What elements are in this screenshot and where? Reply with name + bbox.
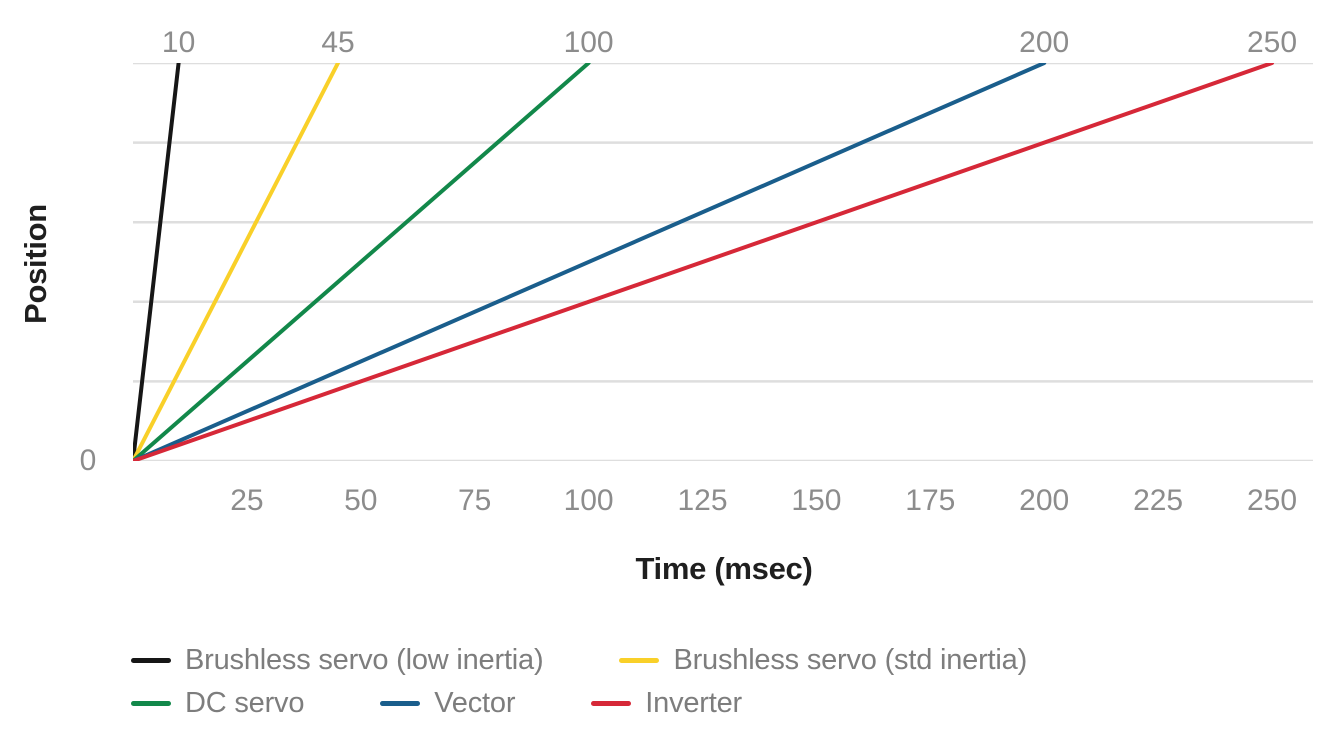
legend-swatch-inverter [591,700,632,706]
series-line-brushless-servo-low-inertia [133,63,181,461]
legend-swatch-brushless-servo-low-inertia [131,657,171,663]
legend-row: Brushless servo (low inertia) Brushless s… [131,643,1027,677]
plot-area [133,63,1313,461]
y-axis-origin-label: 0 [79,444,97,477]
legend-item-brushless-servo-low-inertia: Brushless servo (low inertia) [131,643,544,677]
top-axis-tick-label: 10 [161,26,196,59]
legend-label: Vector [434,686,516,719]
x-axis-tick-label: 50 [344,484,378,517]
x-axis-tick-label: 150 [791,484,842,517]
x-axis-ticks: 25 50 75 100 125 150 175 200 225 250 [133,484,1313,518]
legend-label: Brushless servo (std inertia) [673,643,1028,676]
top-axis-tick-label: 250 [1246,26,1298,59]
top-axis-ticks: 10 45 100 200 250 [133,26,1313,60]
legend-label: Brushless servo (low inertia) [185,643,544,676]
legend-item-brushless-servo-std-inertia: Brushless servo (std inertia) [619,644,1027,677]
x-axis-tick-label: 100 [563,484,614,517]
legend-swatch-dc-servo [131,700,171,706]
legend-row: DC servo Vector Inverter [131,686,1027,720]
legend-label: Inverter [645,686,742,719]
x-axis-tick-label: 25 [230,484,264,517]
legend-item-dc-servo: DC servo [131,687,304,720]
series-line-dc-servo [133,63,591,461]
series-line-inverter [133,63,1274,461]
series-line-brushless-servo-std-inertia [133,63,340,461]
series-line-vector [133,63,1047,461]
legend-item-inverter: Inverter [591,687,742,720]
legend-label: DC servo [185,686,305,719]
x-axis-tick-label: 175 [905,484,956,517]
x-axis-tick-label: 125 [677,484,728,517]
x-axis-tick-label: 200 [1019,484,1070,517]
legend-item-vector: Vector [380,687,515,720]
legend: Brushless servo (low inertia) Brushless s… [131,643,1027,720]
top-axis-tick-label: 45 [321,26,355,59]
x-axis-tick-label: 225 [1133,484,1184,517]
legend-swatch-brushless-servo-std-inertia [619,657,660,663]
x-axis-title: Time (msec) [635,551,813,586]
legend-swatch-vector [380,700,421,706]
x-axis-tick-label: 250 [1246,484,1298,517]
top-axis-tick-label: 100 [563,26,614,59]
x-axis-tick-label: 75 [458,484,492,517]
top-axis-tick-label: 200 [1019,26,1070,59]
y-axis-title: Position [18,204,53,324]
